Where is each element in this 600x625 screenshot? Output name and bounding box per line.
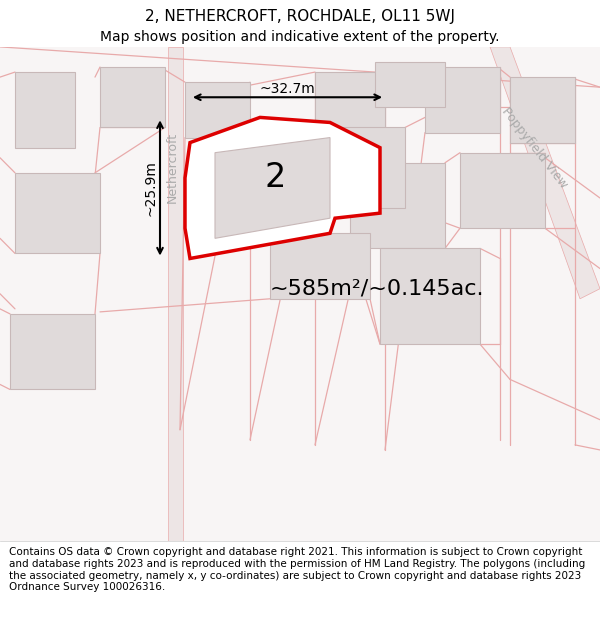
Text: ~585m²/~0.145ac.: ~585m²/~0.145ac. — [270, 279, 485, 299]
Polygon shape — [270, 233, 370, 299]
Polygon shape — [168, 47, 183, 541]
Polygon shape — [490, 47, 600, 299]
Text: Map shows position and indicative extent of the property.: Map shows position and indicative extent… — [100, 31, 500, 44]
Text: ~32.7m: ~32.7m — [259, 82, 315, 96]
Polygon shape — [215, 138, 330, 238]
Polygon shape — [15, 173, 100, 254]
Polygon shape — [510, 77, 575, 142]
Polygon shape — [330, 127, 405, 208]
Polygon shape — [315, 72, 385, 138]
Polygon shape — [185, 118, 380, 259]
Polygon shape — [15, 72, 75, 148]
Polygon shape — [425, 67, 500, 132]
Text: ~25.9m: ~25.9m — [143, 160, 157, 216]
Text: Nethercroft: Nethercroft — [166, 132, 179, 203]
Polygon shape — [185, 82, 250, 138]
Text: Contains OS data © Crown copyright and database right 2021. This information is : Contains OS data © Crown copyright and d… — [9, 548, 585, 592]
Polygon shape — [100, 67, 165, 128]
Text: 2, NETHERCROFT, ROCHDALE, OL11 5WJ: 2, NETHERCROFT, ROCHDALE, OL11 5WJ — [145, 9, 455, 24]
Text: 2: 2 — [265, 161, 286, 194]
Polygon shape — [375, 62, 445, 107]
Polygon shape — [10, 314, 95, 389]
Polygon shape — [380, 248, 480, 344]
Polygon shape — [350, 162, 445, 248]
Text: Poppyfield View: Poppyfield View — [499, 105, 571, 191]
Polygon shape — [460, 152, 545, 228]
